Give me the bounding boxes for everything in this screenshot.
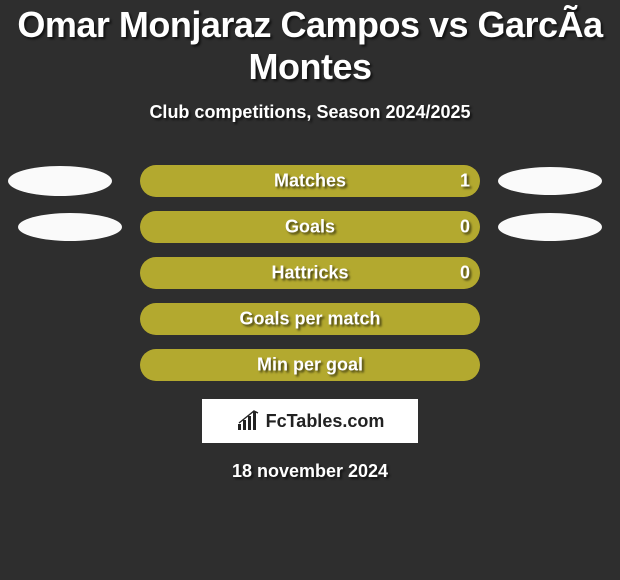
stat-row-matches: Matches 1 [0, 165, 620, 197]
stat-row-goals-per-match: Goals per match [0, 303, 620, 335]
bar-goals-per-match: Goals per match [140, 303, 480, 335]
logo: FcTables.com [236, 410, 385, 432]
stat-row-min-per-goal: Min per goal [0, 349, 620, 381]
bar-fill [140, 303, 480, 335]
stat-row-goals: Goals 0 [0, 211, 620, 243]
date-text: 18 november 2024 [0, 461, 620, 482]
bar-fill [140, 211, 480, 243]
right-avatar-oval [498, 213, 602, 241]
comparison-card: Omar Monjaraz Campos vs GarcÃa Montes Cl… [0, 0, 620, 482]
left-avatar-oval [18, 213, 122, 241]
left-avatar-oval [8, 166, 112, 196]
right-avatar-oval [498, 167, 602, 195]
bar-min-per-goal: Min per goal [140, 349, 480, 381]
chart-icon [236, 410, 262, 432]
logo-box: FcTables.com [202, 399, 418, 443]
stats-bars: Matches 1 Goals 0 Hattricks 0 [0, 165, 620, 381]
bar-fill [140, 349, 480, 381]
stat-row-hattricks: Hattricks 0 [0, 257, 620, 289]
bar-matches: Matches 1 [140, 165, 480, 197]
bar-fill [140, 165, 480, 197]
bar-fill [140, 257, 480, 289]
page-title: Omar Monjaraz Campos vs GarcÃa Montes [0, 4, 620, 88]
subtitle: Club competitions, Season 2024/2025 [0, 102, 620, 123]
bar-hattricks: Hattricks 0 [140, 257, 480, 289]
logo-text: FcTables.com [266, 411, 385, 432]
bar-goals: Goals 0 [140, 211, 480, 243]
